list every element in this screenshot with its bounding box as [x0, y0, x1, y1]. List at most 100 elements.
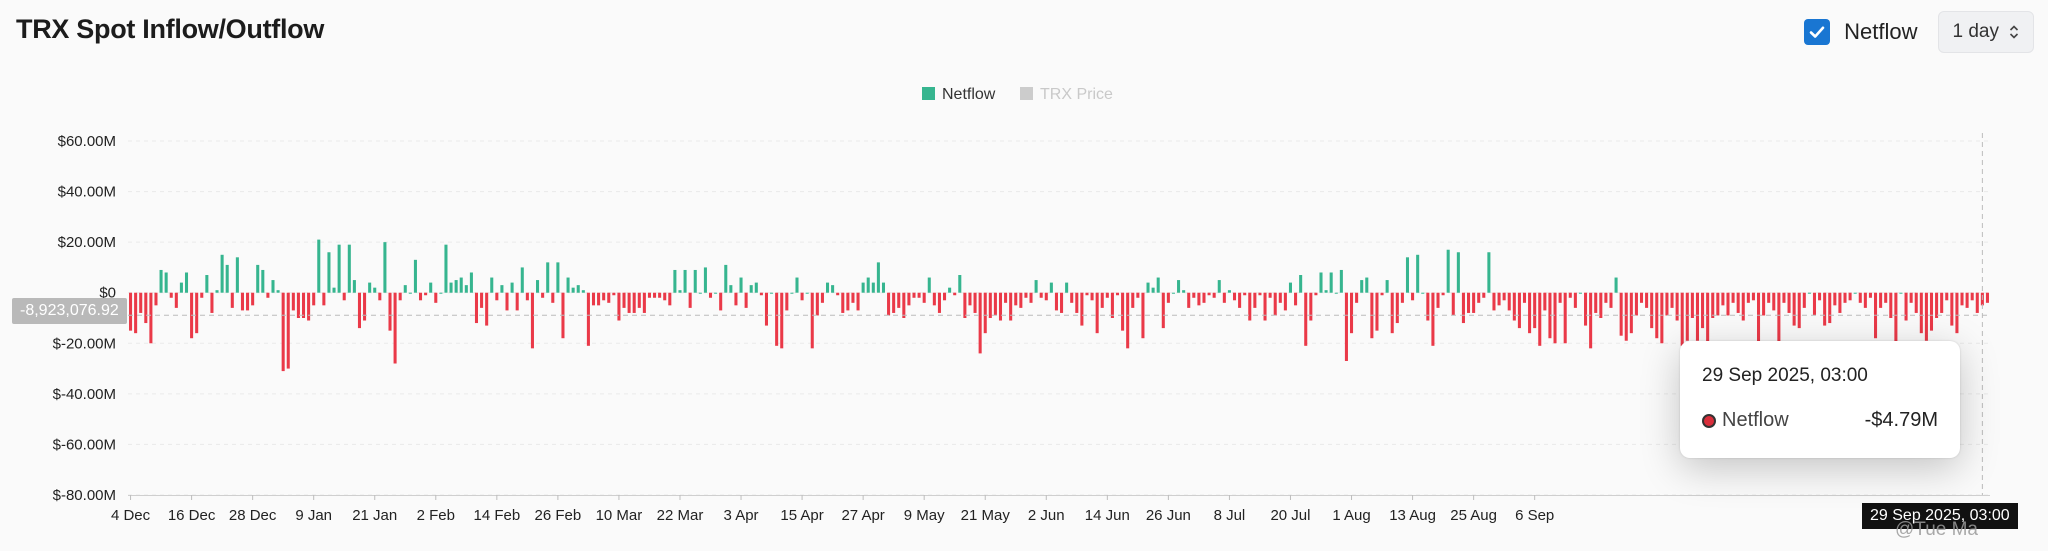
netflow-bar[interactable]: [1548, 292, 1552, 339]
legend-swatch-trx-price[interactable]: [1020, 87, 1033, 100]
legend-label-trx-price[interactable]: TRX Price: [1040, 86, 1113, 103]
netflow-bar[interactable]: [851, 292, 855, 303]
netflow-bar[interactable]: [301, 292, 306, 318]
netflow-bar[interactable]: [1075, 292, 1079, 313]
netflow-bar[interactable]: [281, 292, 285, 372]
netflow-bar[interactable]: [327, 252, 331, 293]
netflow-bar[interactable]: [658, 292, 662, 298]
netflow-bar[interactable]: [129, 292, 133, 331]
netflow-bar[interactable]: [1283, 292, 1287, 311]
netflow-bar[interactable]: [1324, 290, 1328, 293]
netflow-bar[interactable]: [1624, 292, 1628, 341]
netflow-bar[interactable]: [1940, 292, 1944, 313]
netflow-bar[interactable]: [1054, 292, 1058, 311]
netflow-bar[interactable]: [1807, 292, 1811, 294]
netflow-bar[interactable]: [739, 277, 743, 293]
netflow-bar[interactable]: [312, 292, 316, 306]
netflow-bar[interactable]: [307, 292, 311, 321]
netflow-bar[interactable]: [1721, 292, 1725, 306]
netflow-bar[interactable]: [1467, 292, 1471, 313]
netflow-bar[interactable]: [530, 292, 534, 349]
netflow-bar[interactable]: [1584, 292, 1588, 326]
netflow-bar[interactable]: [1192, 292, 1196, 298]
netflow-bar[interactable]: [1919, 292, 1923, 334]
netflow-bar[interactable]: [1355, 292, 1359, 303]
netflow-bar[interactable]: [1650, 292, 1654, 329]
netflow-bar[interactable]: [1390, 292, 1394, 334]
netflow-bar[interactable]: [1685, 292, 1689, 341]
netflow-bar[interactable]: [1670, 292, 1674, 308]
netflow-bar[interactable]: [1619, 292, 1623, 336]
netflow-bar[interactable]: [1360, 280, 1364, 293]
netflow-bar[interactable]: [271, 280, 275, 293]
netflow-bar[interactable]: [1314, 292, 1318, 296]
netflow-bar[interactable]: [1299, 275, 1303, 293]
netflow-bar[interactable]: [195, 292, 199, 334]
netflow-bar[interactable]: [541, 292, 545, 298]
netflow-bar[interactable]: [841, 292, 845, 313]
netflow-bar[interactable]: [1858, 292, 1862, 303]
netflow-bar[interactable]: [261, 269, 265, 293]
netflow-bar[interactable]: [892, 292, 896, 313]
netflow-bar[interactable]: [983, 292, 987, 334]
netflow-bar[interactable]: [1639, 292, 1644, 303]
netflow-bar[interactable]: [693, 269, 697, 293]
netflow-bar[interactable]: [1243, 292, 1247, 296]
netflow-bar[interactable]: [1060, 292, 1064, 313]
netflow-bar[interactable]: [1411, 292, 1415, 301]
netflow-bar[interactable]: [1985, 292, 1989, 303]
netflow-bar[interactable]: [1502, 292, 1506, 301]
netflow-bar[interactable]: [1222, 292, 1226, 303]
netflow-bar[interactable]: [357, 292, 361, 329]
netflow-bar[interactable]: [1899, 292, 1903, 294]
netflow-bar[interactable]: [322, 292, 326, 306]
netflow-bar[interactable]: [1405, 257, 1410, 293]
netflow-bar[interactable]: [536, 280, 540, 293]
netflow-bar[interactable]: [1197, 292, 1201, 306]
netflow-bar[interactable]: [1868, 292, 1872, 298]
netflow-bar[interactable]: [1777, 292, 1781, 346]
netflow-bar[interactable]: [602, 292, 606, 301]
netflow-bar[interactable]: [1105, 292, 1109, 298]
netflow-bar[interactable]: [1441, 292, 1445, 296]
netflow-bar[interactable]: [622, 292, 626, 308]
netflow-bar[interactable]: [1792, 292, 1796, 326]
netflow-bar[interactable]: [1171, 292, 1175, 294]
netflow-bar[interactable]: [1578, 292, 1582, 294]
netflow-bar[interactable]: [1085, 292, 1089, 296]
netflow-bar[interactable]: [831, 285, 835, 293]
netflow-bar[interactable]: [1497, 292, 1501, 306]
netflow-bar[interactable]: [953, 292, 957, 296]
netflow-bar[interactable]: [286, 292, 290, 369]
netflow-bar[interactable]: [912, 292, 916, 298]
netflow-bar[interactable]: [1690, 292, 1694, 318]
netflow-bar[interactable]: [1161, 292, 1165, 329]
netflow-bar[interactable]: [1004, 292, 1008, 303]
netflow-bar[interactable]: [1812, 292, 1817, 316]
netflow-bar[interactable]: [754, 282, 758, 293]
netflow-bar[interactable]: [1380, 292, 1384, 296]
netflow-bar[interactable]: [373, 287, 377, 293]
netflow-bar[interactable]: [1522, 292, 1527, 303]
netflow-bar[interactable]: [388, 292, 392, 331]
netflow-bar[interactable]: [1818, 292, 1822, 301]
netflow-bar[interactable]: [424, 292, 428, 296]
netflow-bar[interactable]: [993, 292, 997, 316]
netflow-bar[interactable]: [917, 292, 921, 298]
netflow-bar[interactable]: [1258, 292, 1262, 296]
netflow-bar[interactable]: [1248, 292, 1252, 321]
netflow-bar[interactable]: [1273, 292, 1277, 316]
netflow-bar[interactable]: [612, 292, 616, 296]
netflow-bar[interactable]: [1039, 292, 1043, 298]
netflow-bar[interactable]: [1573, 292, 1577, 308]
netflow-bar[interactable]: [815, 292, 819, 316]
netflow-bar[interactable]: [210, 292, 214, 313]
netflow-bar[interactable]: [1461, 292, 1465, 324]
netflow-bar[interactable]: [810, 292, 814, 349]
netflow-bar[interactable]: [653, 292, 657, 298]
netflow-bar[interactable]: [1177, 280, 1181, 293]
netflow-bar[interactable]: [403, 285, 407, 293]
netflow-bar[interactable]: [1253, 292, 1257, 308]
netflow-bar[interactable]: [480, 292, 484, 308]
netflow-bar[interactable]: [627, 292, 631, 313]
